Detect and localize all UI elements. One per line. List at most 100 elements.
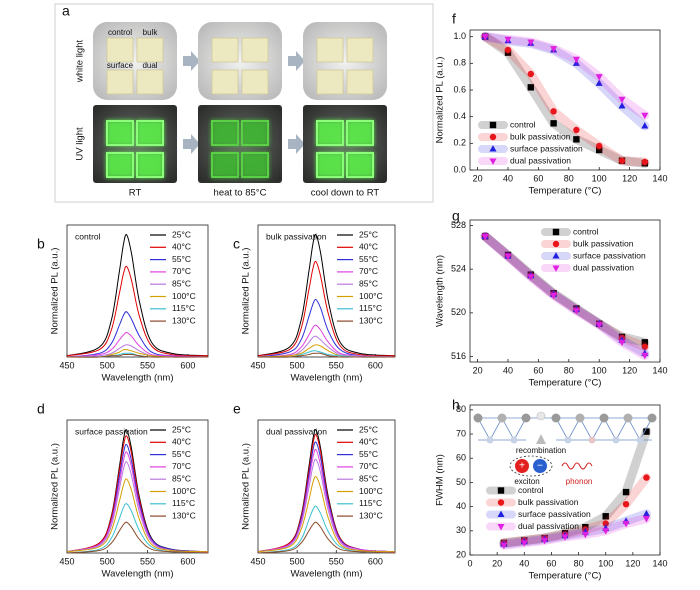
x-tick-label: 600 [368,360,383,370]
legend-label: 100°C [172,291,196,301]
film-glow [211,120,239,146]
legend-label: bulk passivation [518,497,579,507]
series-band [480,231,650,358]
film-glow [346,152,374,178]
series-line [257,234,396,357]
film-glow [106,120,134,146]
marker [561,534,569,541]
x-tick-label: 550 [329,556,344,566]
plot-frame [469,29,661,171]
plot-frame [257,419,396,554]
marker [573,126,580,134]
film [241,69,269,95]
series-band [499,514,651,550]
legend-marker [489,121,497,129]
series-line [257,324,396,358]
marker [618,157,626,164]
panel-label: f [452,11,456,27]
series-line [257,448,396,553]
y-tick-label: 528 [451,220,466,230]
series-band [480,231,650,352]
sample-label: surface [107,61,134,70]
plot-frame [469,404,661,556]
photo [303,105,387,183]
x-tick-label: 600 [368,556,383,566]
marker [622,520,630,528]
legend-label: control [510,119,536,129]
plot-frame [66,224,209,358]
legend-label: 130°C [359,510,383,520]
marker [602,513,609,520]
series-line [66,265,209,357]
legend-marker [552,252,560,259]
series-line [257,352,395,358]
recombination-arrow [536,434,546,444]
marker [622,488,630,496]
series-band [480,231,650,347]
x-tick-label: 100 [592,173,607,183]
sample-label: bulk [143,28,159,37]
film [241,120,269,146]
legend-label: 40°C [359,437,378,447]
film-glow [136,152,164,178]
legend-label: 40°C [359,242,378,252]
plot-frame [469,219,661,363]
arrow [183,134,200,154]
legend-label: 40°C [172,437,191,447]
series-line [257,441,396,553]
y-tick-label: 0.8 [453,58,466,68]
series-line [257,434,396,553]
panel-title: surface passivation [75,426,148,436]
legend-label: 100°C [359,486,383,496]
sample-label: control [108,28,132,37]
legend-marker [497,523,505,531]
legend-label: dual passivation [518,521,579,531]
legend-label: surface passivation [518,509,591,519]
column-label: RT [129,188,142,199]
y-axis-label: Normalized PL (a.u.) [50,443,61,530]
film-glow [241,152,269,178]
x-tick-label: 550 [140,360,155,370]
x-tick-label: 0 [467,558,472,568]
marker [550,108,557,115]
y-tick-label: 70 [456,428,466,438]
film [136,37,164,63]
series-line [66,234,209,357]
x-tick-label: 20 [473,365,483,375]
legend-label: 85°C [359,473,378,483]
x-axis-label: Wavelength (nm) [291,569,363,580]
y-tick-label: 1.0 [453,31,466,41]
series-line [257,521,396,554]
x-tick-label: 500 [290,556,305,566]
x-tick-label: 80 [564,173,574,183]
x-tick-label: 20 [492,558,502,568]
legend-label: 40°C [172,242,191,252]
series-band [480,32,650,120]
series-line [66,311,209,358]
film-glow [211,152,239,178]
x-tick-label: 600 [180,556,195,566]
marker [641,122,649,129]
marker [622,500,630,508]
legend-marker [489,158,497,165]
legend-marker [489,133,497,141]
x-tick-label: 450 [59,556,74,566]
film [211,152,239,178]
x-tick-label: 100 [598,558,613,568]
marker [500,542,508,550]
phonon-wave [561,462,593,470]
marker [504,36,512,44]
x-axis-label: Wavelength (nm) [102,373,174,384]
marker [643,428,650,435]
plot-frame [257,224,396,358]
x-axis-label: Temperature (°C) [529,186,602,197]
y-tick-label: 60 [456,453,466,463]
legend-label: 85°C [359,278,378,288]
y-tick-label: 0.0 [453,164,466,174]
film [106,37,134,63]
legend-label: 115°C [172,498,195,508]
electron [533,459,547,473]
x-tick-label: 80 [574,558,584,568]
legend-marker [552,240,560,248]
panel-label: g [452,208,460,224]
